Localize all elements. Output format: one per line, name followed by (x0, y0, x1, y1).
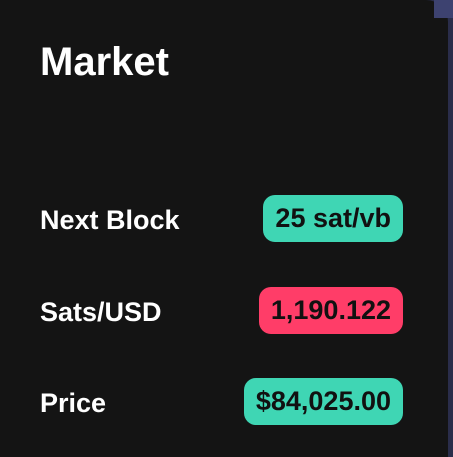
price-label: Price (40, 388, 107, 418)
sats-usd-label: Sats/USD (40, 297, 162, 327)
card-title: Market (40, 40, 169, 84)
background-corner (434, 0, 453, 18)
price-value-badge: $84,025.00 (243, 378, 403, 425)
next-block-label: Next Block (40, 205, 180, 235)
sats-usd-value-badge: 1,190.122 (258, 287, 403, 334)
next-block-fee-badge: 25 sat/vb (263, 195, 403, 242)
